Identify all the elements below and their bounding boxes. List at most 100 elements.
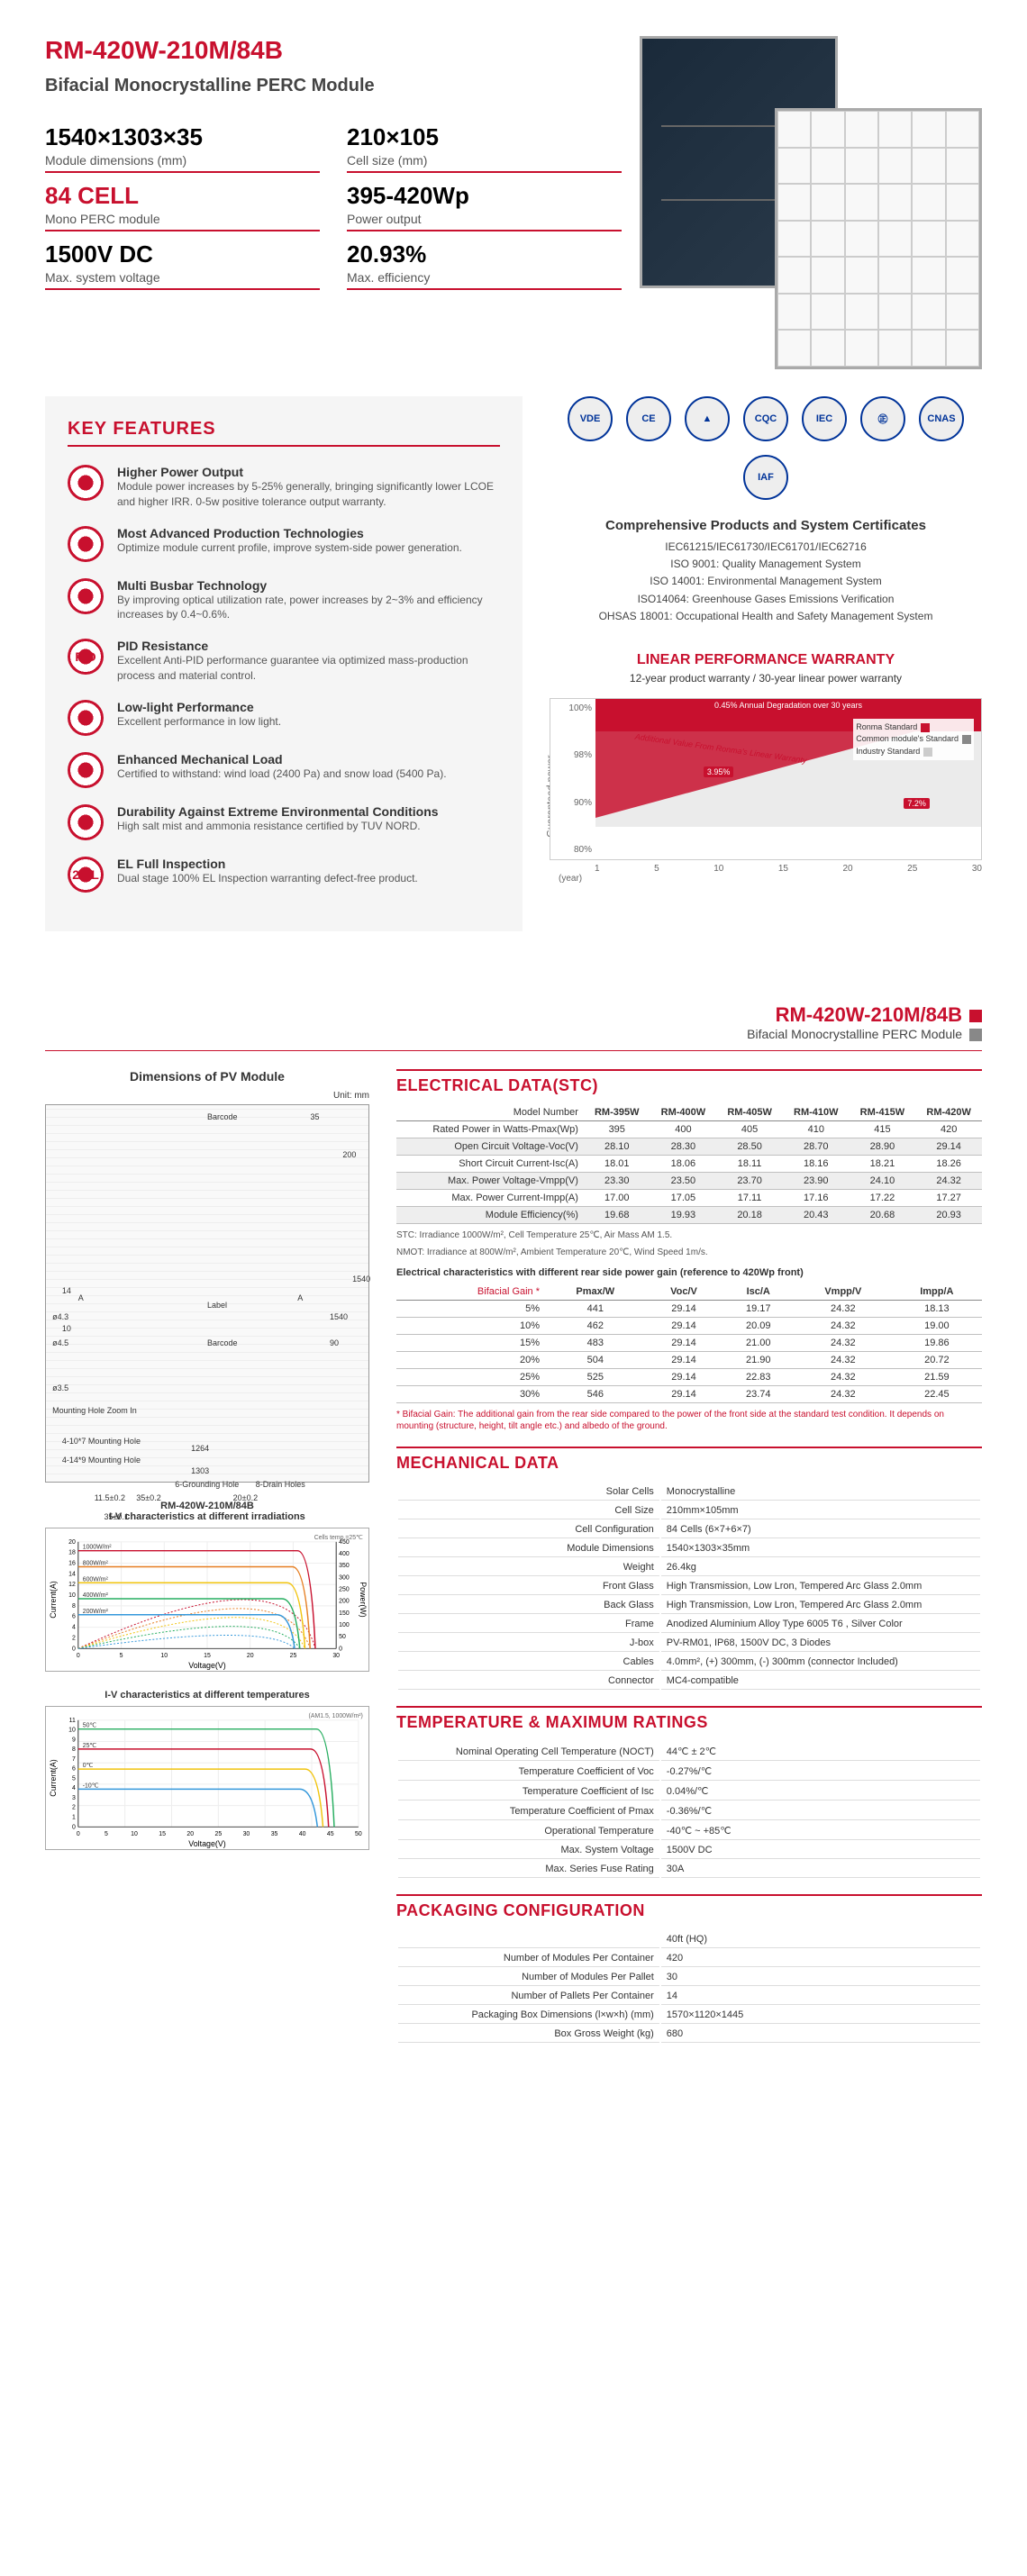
m-label: Front Glass — [398, 1578, 659, 1595]
table-cell: 24.32 — [915, 1173, 982, 1190]
table-cell: Short Circuit Current-Isc(A) — [396, 1156, 584, 1173]
svg-text:12: 12 — [68, 1582, 76, 1588]
svg-text:Voltage(V): Voltage(V) — [188, 1839, 225, 1848]
kf-body: Dual stage 100% EL Inspection warranting… — [117, 871, 418, 886]
table-cell: 29.14 — [646, 1369, 723, 1386]
svg-text:150: 150 — [339, 1610, 350, 1617]
table-cell: 5% — [396, 1301, 545, 1318]
m-label: Operational Temperature — [398, 1822, 659, 1840]
table-cell: 20.72 — [892, 1352, 982, 1369]
key-features-title: KEY FEATURES — [68, 419, 500, 447]
iv-title-2: I-V characteristics at different tempera… — [45, 1690, 369, 1701]
svg-text:25: 25 — [290, 1653, 297, 1659]
kf-item: ▦Multi Busbar TechnologyBy improving opt… — [68, 578, 500, 623]
dim-callout: 8-Drain Holes — [256, 1480, 305, 1489]
table-cell: 24.32 — [795, 1369, 892, 1386]
table-header: Isc/A — [723, 1283, 795, 1301]
svg-text:5: 5 — [105, 1831, 108, 1837]
svg-text:0: 0 — [77, 1831, 80, 1837]
table-cell: 410 — [783, 1121, 850, 1138]
kf-body: Excellent Anti-PID performance guarantee… — [117, 653, 500, 684]
svg-text:Power(W): Power(W) — [359, 1582, 368, 1617]
cert-line: ISO14064: Greenhouse Gases Emissions Ver… — [550, 591, 982, 608]
svg-text:400: 400 — [339, 1551, 350, 1557]
spec-value: 1500V DC — [45, 240, 320, 268]
svg-text:7: 7 — [72, 1756, 76, 1763]
table-cell: Rated Power in Watts-Pmax(Wp) — [396, 1121, 584, 1138]
dim-callout: Mounting Hole Zoom In — [52, 1406, 137, 1415]
svg-text:25: 25 — [215, 1831, 223, 1837]
dim-callout: 1303 — [191, 1466, 209, 1475]
table-header: RM-415W — [850, 1104, 916, 1121]
table-cell: 21.59 — [892, 1369, 982, 1386]
kf-heading: EL Full Inspection — [117, 857, 418, 871]
svg-text:8: 8 — [72, 1603, 76, 1610]
wc-ytick: 80% — [554, 845, 592, 855]
wc-xtick: 10 — [713, 864, 723, 874]
svg-text:250: 250 — [339, 1587, 350, 1593]
svg-text:35: 35 — [271, 1831, 278, 1837]
cert-logo-icon: IAF — [743, 455, 788, 500]
table-cell: 420 — [915, 1121, 982, 1138]
table-cell: 29.14 — [646, 1301, 723, 1318]
m-value: High Transmission, Low Lron, Tempered Ar… — [661, 1578, 980, 1595]
dim-callout: 11.5±0.2 — [95, 1493, 125, 1502]
warranty-xlabel: (year) — [550, 874, 982, 884]
panel-front-icon — [775, 108, 982, 369]
kf-icon: + — [68, 465, 104, 501]
wc-callout: 3.95% — [704, 766, 734, 777]
table-cell: 24.10 — [850, 1173, 916, 1190]
table-cell: 18.01 — [584, 1156, 650, 1173]
dim-callout: 35±0.2 — [136, 1493, 160, 1502]
table-header: Bifacial Gain * — [396, 1283, 545, 1301]
m-value: 44℃ ± 2℃ — [661, 1743, 980, 1761]
table-cell: 15% — [396, 1335, 545, 1352]
dim-callout: Barcode — [207, 1112, 238, 1121]
svg-text:0: 0 — [339, 1646, 342, 1652]
svg-text:20: 20 — [247, 1653, 254, 1659]
svg-text:15: 15 — [204, 1653, 211, 1659]
spec-item: 1540×1303×35Module dimensions (mm) — [45, 123, 320, 173]
wc-legend-item: Industry Standard — [856, 746, 971, 758]
m-label: Max. System Voltage — [398, 1842, 659, 1859]
table-cell: 21.00 — [723, 1335, 795, 1352]
kf-icon: ⚙ — [68, 526, 104, 562]
kf-heading: Higher Power Output — [117, 465, 500, 479]
dim-callout: 6-Grounding Hole — [175, 1480, 239, 1489]
dim-callout: ø4.3 — [52, 1312, 68, 1321]
dim-callout: 1540 — [352, 1274, 370, 1283]
cert-logo-icon: CNAS — [919, 396, 964, 441]
table-cell: 23.50 — [650, 1173, 717, 1190]
table-cell: 483 — [545, 1335, 646, 1352]
spec-label: Mono PERC module — [45, 212, 320, 226]
cert-logo-icon: CQC — [743, 396, 788, 441]
elec-note2: NMOT: Irradiance at 800W/m², Ambient Tem… — [396, 1247, 982, 1258]
svg-text:10: 10 — [160, 1653, 168, 1659]
table-cell: 20% — [396, 1352, 545, 1369]
svg-text:20: 20 — [186, 1831, 194, 1837]
table-header: RM-405W — [716, 1104, 783, 1121]
svg-text:20: 20 — [68, 1539, 76, 1546]
dim-callout: 14 — [62, 1286, 71, 1295]
wc-xtick: 20 — [843, 864, 853, 874]
m-value: MC4-compatible — [661, 1673, 980, 1690]
table-cell: 23.30 — [584, 1173, 650, 1190]
cert-logos: VDECE▲CQCIEC㊣CNASIAF — [550, 396, 982, 500]
table-cell: 19.93 — [650, 1207, 717, 1224]
table-header: Voc/V — [646, 1283, 723, 1301]
bif-table: Bifacial Gain *Pmax/WVoc/VIsc/AVmpp/VImp… — [396, 1283, 982, 1403]
table-cell: 20.93 — [915, 1207, 982, 1224]
kf-heading: Low-light Performance — [117, 700, 281, 714]
dim-callout: 35±0.1 — [104, 1512, 128, 1521]
m-label — [398, 1931, 659, 1948]
temp-table: Nominal Operating Cell Temperature (NOCT… — [396, 1741, 982, 1880]
cert-line: ISO 9001: Quality Management System — [550, 556, 982, 573]
model-subtitle: Bifacial Monocrystalline PERC Module — [45, 76, 622, 96]
table-cell: 22.45 — [892, 1386, 982, 1403]
table-cell: 24.32 — [795, 1318, 892, 1335]
kf-body: Certified to withstand: wind load (2400 … — [117, 766, 447, 782]
wc-xtick: 15 — [778, 864, 788, 874]
kf-body: By improving optical utilization rate, p… — [117, 593, 500, 623]
m-value: 40ft (HQ) — [661, 1931, 980, 1948]
table-cell: 28.90 — [850, 1138, 916, 1156]
